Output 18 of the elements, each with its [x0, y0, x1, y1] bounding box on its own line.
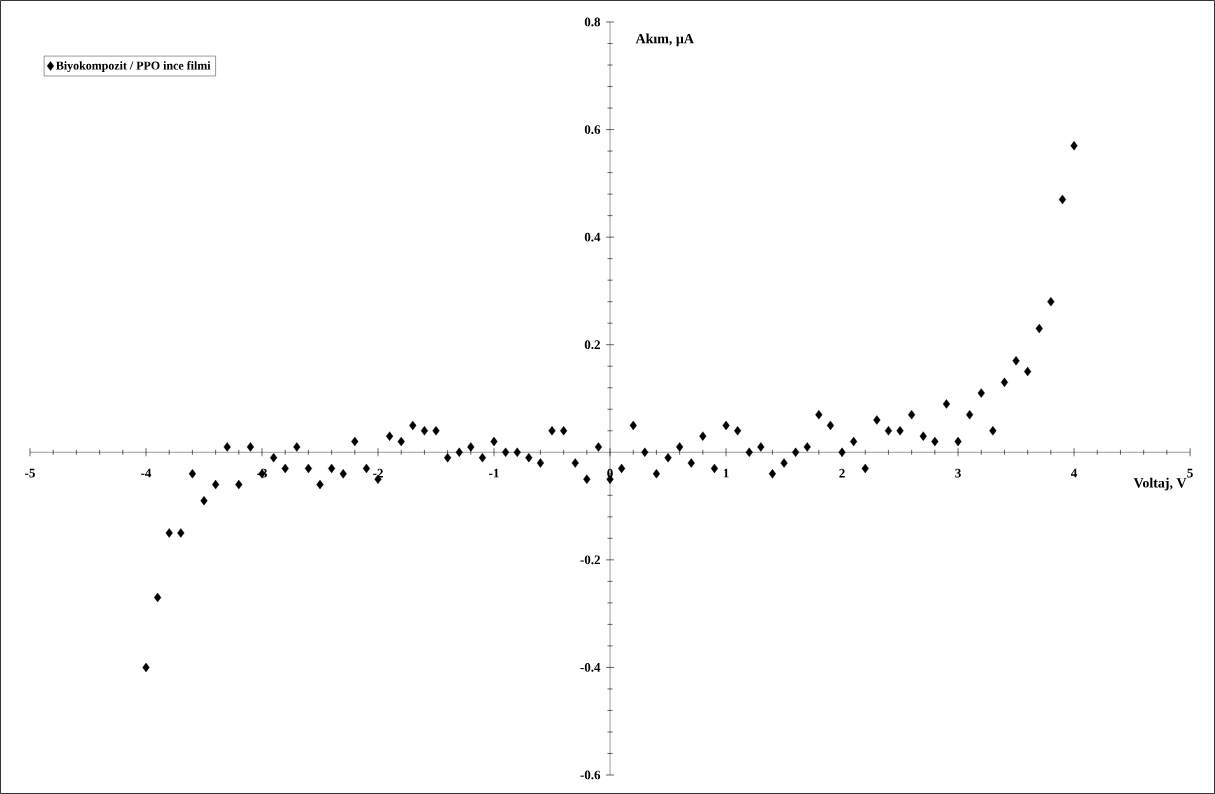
x-tick-label: -4 — [141, 468, 152, 478]
x-tick-label: 2 — [839, 468, 845, 478]
x-axis-title: Voltaj, V — [1133, 477, 1187, 491]
y-tick-label: -0.4 — [580, 663, 601, 672]
y-tick-label: 0.8 — [584, 17, 601, 27]
y-axis-title: Akım, µA — [635, 33, 694, 47]
y-tick-label: -0.2 — [580, 555, 600, 565]
y-tick-label: 0.2 — [584, 340, 600, 350]
y-tick-label: -0.6 — [580, 770, 601, 780]
x-tick-label: 4 — [1070, 468, 1078, 478]
x-tick-label: 3 — [955, 468, 961, 478]
x-tick-label: 5 — [1187, 468, 1193, 478]
x-tick-label: -1 — [489, 468, 499, 478]
legend-label: Biyokompozit / PPO ince filmi — [56, 61, 211, 73]
y-tick-label: 0.6 — [584, 125, 601, 134]
x-tick-label: -5 — [25, 468, 35, 478]
x-tick-label: 1 — [723, 468, 729, 478]
y-tick-label: 0.4 — [584, 232, 601, 242]
